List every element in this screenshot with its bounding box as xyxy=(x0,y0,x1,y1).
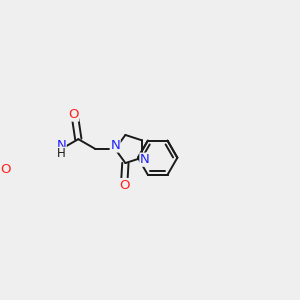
Text: N: N xyxy=(56,139,66,152)
Text: N: N xyxy=(140,153,150,166)
Text: N: N xyxy=(110,139,120,152)
Text: O: O xyxy=(68,108,79,121)
Text: H: H xyxy=(57,147,66,161)
Text: O: O xyxy=(119,178,130,192)
Text: O: O xyxy=(0,163,11,176)
